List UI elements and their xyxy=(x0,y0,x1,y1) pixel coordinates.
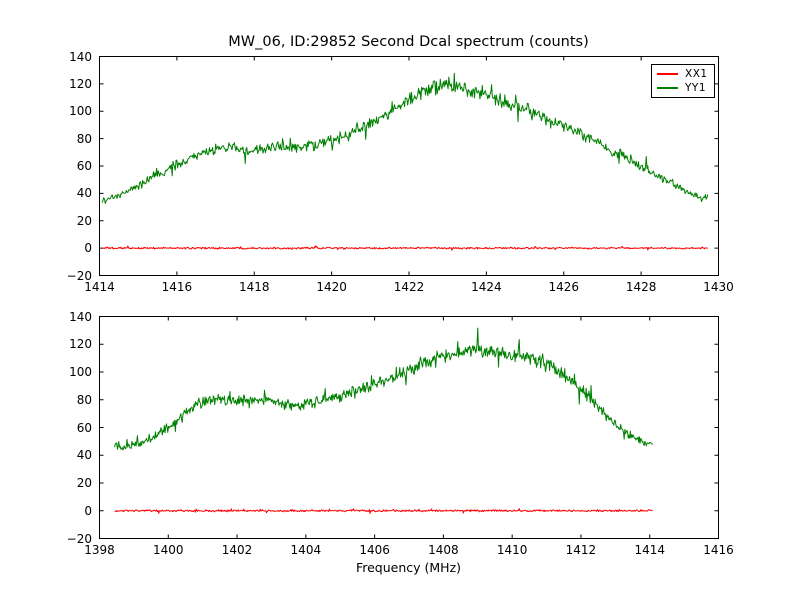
y-tick-label: −20 xyxy=(66,268,92,283)
legend-line-sample-xx1 xyxy=(657,73,678,75)
y-tick-label: 100 xyxy=(69,365,92,379)
x-tick-label: 1404 xyxy=(290,543,322,557)
y-tick-label: 40 xyxy=(76,448,92,463)
x-tick-label: 1420 xyxy=(316,280,347,294)
x-tick-label: 1416 xyxy=(161,280,193,294)
y-tick-label: 120 xyxy=(69,76,92,91)
x-axis-label: Frequency (MHz) xyxy=(355,560,462,575)
legend: XX1 YY1 xyxy=(651,64,715,98)
x-tick-label: 1424 xyxy=(471,280,502,294)
y-tick-label: 20 xyxy=(76,476,92,490)
x-tick-label: 1416 xyxy=(703,543,734,557)
legend-label-yy1: YY1 xyxy=(685,82,707,94)
y-tick-label: 60 xyxy=(76,420,92,435)
y-tick-label: 80 xyxy=(76,392,92,407)
y-tick-label: 80 xyxy=(76,131,92,146)
x-tick-label: 1412 xyxy=(565,543,597,557)
x-tick-label: 1400 xyxy=(152,543,184,557)
legend-item-xx1: XX1 xyxy=(657,68,709,80)
y-tick-label: 20 xyxy=(76,213,92,228)
x-tick-label: 1414 xyxy=(634,543,665,557)
y-tick-label: 0 xyxy=(84,503,92,518)
y-tick-label: 60 xyxy=(76,159,92,173)
x-tick-label: 1414 xyxy=(84,280,115,294)
y-tick-label: 140 xyxy=(69,49,92,64)
subplot-bottom xyxy=(99,316,719,539)
y-tick-label: 40 xyxy=(76,186,92,201)
series-yy1-line xyxy=(101,72,709,205)
legend-label-xx1: XX1 xyxy=(685,68,708,80)
y-tick-label: 140 xyxy=(69,309,92,324)
y-tick-label: 0 xyxy=(84,241,92,256)
x-tick-label: 1406 xyxy=(359,543,390,557)
subplot-top xyxy=(99,56,719,276)
x-tick-label: 1426 xyxy=(548,280,580,294)
legend-line-sample-yy1 xyxy=(657,87,678,89)
plot-border xyxy=(99,56,719,276)
x-tick-label: 1408 xyxy=(428,543,459,557)
plot-border xyxy=(99,316,719,539)
x-tick-label: 1430 xyxy=(703,280,734,294)
y-tick-label: 100 xyxy=(69,104,92,119)
x-tick-label: 1428 xyxy=(625,280,657,294)
x-tick-label: 1422 xyxy=(393,280,425,294)
x-tick-label: 1398 xyxy=(84,543,115,557)
y-tick-label: 120 xyxy=(69,337,92,352)
x-tick-label: 1418 xyxy=(238,280,270,294)
legend-item-yy1: YY1 xyxy=(657,82,709,94)
y-tick-label: −20 xyxy=(66,531,92,546)
series-xx1-line xyxy=(102,245,708,251)
figure-title: MW_06, ID:29852 Second Dcal spectrum (co… xyxy=(228,34,589,50)
tick-marks xyxy=(99,316,719,539)
x-tick-label: 1410 xyxy=(496,543,528,557)
series-xx1-line xyxy=(114,508,653,514)
series-yy1-line xyxy=(114,327,653,451)
tick-marks xyxy=(99,56,719,276)
x-tick-label: 1402 xyxy=(221,543,253,557)
